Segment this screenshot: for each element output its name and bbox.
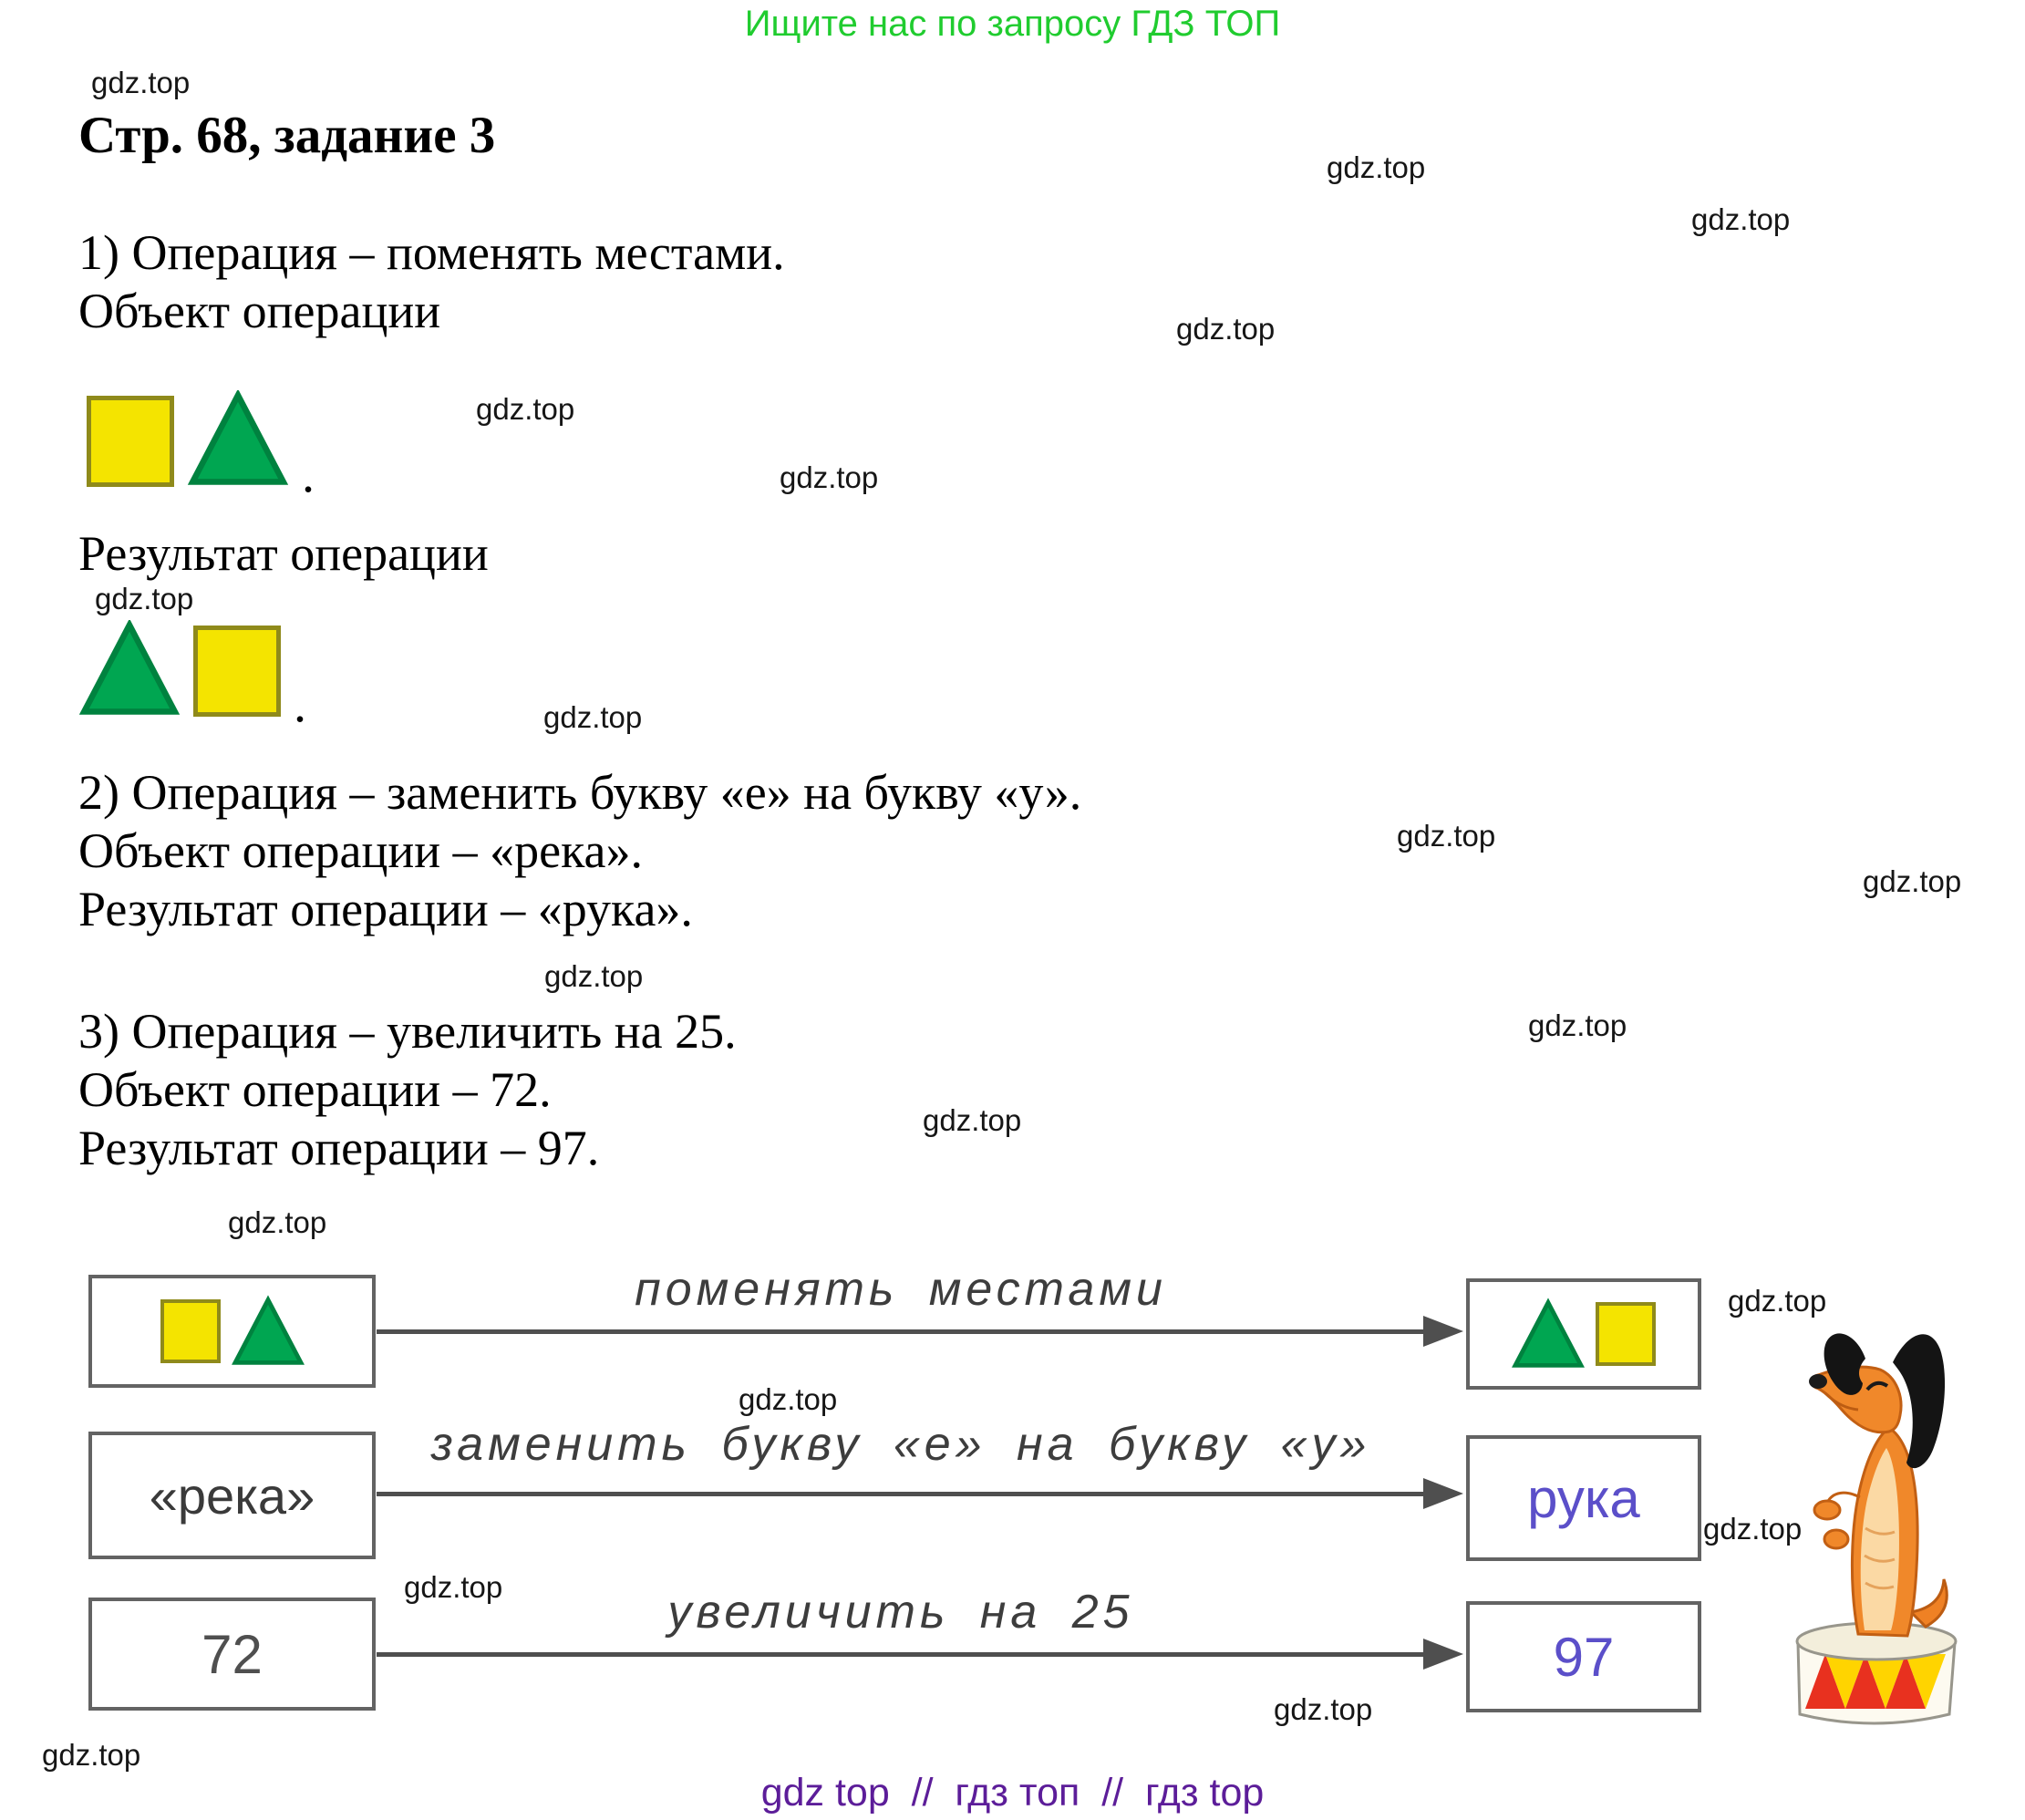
watermark: gdz.top — [1528, 1008, 1627, 1042]
watermark: gdz.top — [1863, 864, 1962, 898]
diagram-row1-object-box — [88, 1275, 376, 1388]
sentence-period: . — [294, 677, 306, 733]
part3-operation-line: 3) Операция – увеличить на 25. — [78, 1004, 737, 1059]
watermark: gdz.top — [923, 1103, 1022, 1137]
watermark: gdz.top — [1703, 1512, 1803, 1546]
part2-object-line: Объект операции – «река». — [78, 823, 644, 878]
diagram-row1-operation-label: поменять местами — [635, 1263, 1167, 1316]
diagram-row2-object-box: «река» — [88, 1432, 376, 1559]
diagram-row3-result-box: 97 — [1466, 1601, 1701, 1712]
yellow-square-icon — [87, 396, 174, 487]
watermark: gdz.top — [544, 959, 644, 993]
watermark: gdz.top — [1728, 1284, 1827, 1318]
yellow-square-icon — [1596, 1302, 1656, 1366]
arrow-right-icon — [377, 1316, 1463, 1347]
watermark: gdz.top — [780, 460, 879, 494]
watermark: gdz.top — [91, 66, 191, 99]
promo-banner: Ищите нас по запросу ГДЗ ТОП — [744, 4, 1281, 44]
green-triangle-icon — [231, 1295, 305, 1365]
watermark: gdz.top — [42, 1738, 141, 1772]
watermark: gdz.top — [1176, 312, 1276, 346]
watermark: gdz.top — [476, 392, 575, 426]
drum-icon — [1795, 1621, 1958, 1725]
arrow-right-icon — [377, 1639, 1463, 1670]
arrow-right-icon — [377, 1478, 1463, 1509]
diagram-row3-result-text: 97 — [1553, 1626, 1615, 1688]
watermark: gdz.top — [1274, 1692, 1373, 1726]
result-shapes-group: . — [78, 620, 306, 733]
diagram-row2-operation-label: заменить букву «е» на букву «у» — [430, 1418, 1371, 1471]
part2-result-line: Результат операции – «рука». — [78, 882, 693, 936]
green-triangle-icon — [78, 620, 181, 715]
watermark: gdz.top — [1691, 202, 1791, 236]
diagram-row3-object-text: 72 — [201, 1623, 263, 1685]
part3-result-line: Результат операции – 97. — [78, 1121, 600, 1175]
sentence-period: . — [302, 447, 315, 503]
yellow-square-icon — [160, 1299, 221, 1363]
green-triangle-icon — [187, 390, 289, 485]
watermark: gdz.top — [228, 1205, 327, 1239]
page-title: Стр. 68, задание 3 — [78, 107, 496, 164]
part3-object-line: Объект операции – 72. — [78, 1062, 552, 1117]
part1-object-label: Объект операции — [78, 284, 441, 338]
part1-result-label: Результат операции — [78, 526, 489, 581]
yellow-square-icon — [193, 626, 281, 717]
object-shapes-group: . — [87, 390, 315, 503]
diagram-row3-operation-label: увеличить на 25 — [667, 1586, 1134, 1639]
watermark: gdz.top — [1327, 150, 1426, 184]
green-triangle-icon — [1512, 1298, 1585, 1368]
part2-operation-line: 2) Операция – заменить букву «е» на букв… — [78, 765, 1082, 820]
watermark: gdz.top — [404, 1570, 503, 1604]
footer-links: gdz top // гдз топ // гдз top — [760, 1771, 1265, 1815]
part1-operation-line: 1) Операция – поменять местами. — [78, 225, 785, 280]
watermark: gdz.top — [1397, 819, 1496, 853]
diagram-row2-object-text: «река» — [149, 1466, 315, 1525]
dog-icon — [1809, 1333, 1948, 1638]
diagram-row2-result-text: рука — [1527, 1467, 1640, 1529]
watermark: gdz.top — [739, 1382, 838, 1416]
diagram-row1-result-box — [1466, 1278, 1701, 1390]
diagram-row3-object-box: 72 — [88, 1598, 376, 1711]
watermark: gdz.top — [543, 700, 643, 734]
diagram-row2-result-box: рука — [1466, 1435, 1701, 1561]
dog-on-drum-illustration — [1795, 1333, 1958, 1725]
watermark: gdz.top — [95, 582, 194, 615]
